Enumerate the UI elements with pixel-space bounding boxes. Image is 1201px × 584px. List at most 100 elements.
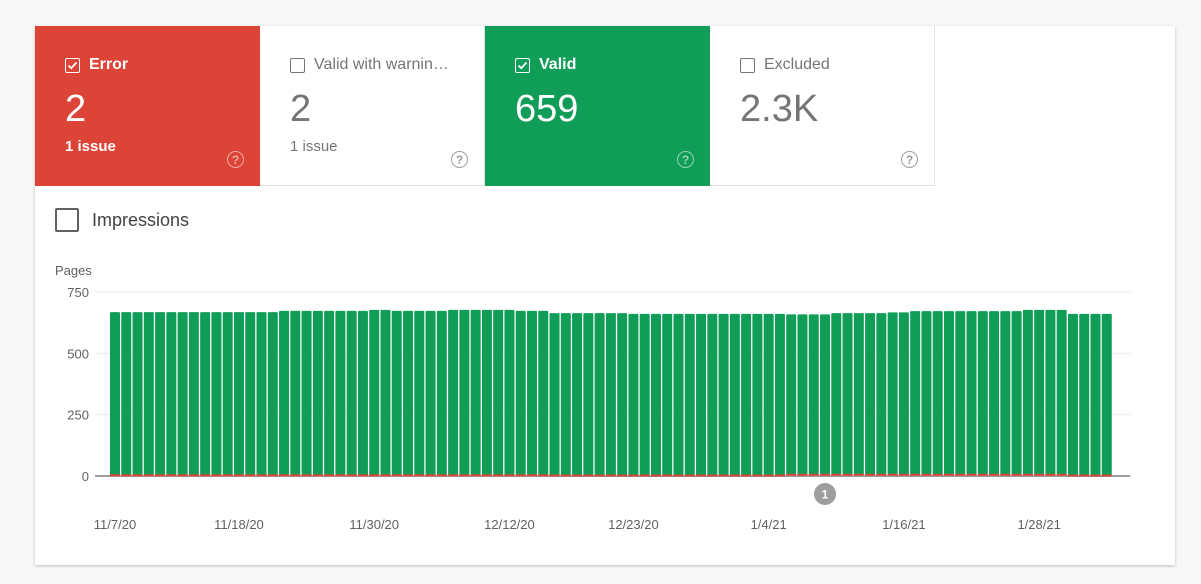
bar-valid [301, 310, 312, 476]
bar-valid [1034, 309, 1045, 475]
bar-valid [233, 312, 244, 476]
bar-error [1022, 473, 1033, 476]
help-icon[interactable]: ? [901, 151, 918, 168]
bar-valid [786, 314, 797, 475]
checkbox-unchecked-icon[interactable] [740, 57, 755, 73]
pages-bar-chart: Pages 0 250 500 750 11/7/20 11/18/20 11/30/20 1… [55, 263, 1130, 532]
checkbox-unchecked-icon[interactable] [290, 57, 305, 73]
bar-valid [357, 310, 368, 476]
bar-valid [515, 310, 526, 476]
bar-error [245, 474, 256, 477]
checkbox-unchecked-icon[interactable] [55, 208, 79, 232]
bar-valid [650, 313, 661, 476]
bar-error [425, 474, 436, 477]
help-icon[interactable]: ? [677, 151, 694, 168]
bar-error [143, 474, 154, 477]
bar-valid [639, 313, 650, 476]
bar-error [741, 474, 752, 477]
bar-valid [549, 313, 560, 476]
bar-valid [414, 310, 425, 476]
bar-error [752, 474, 763, 477]
bar-valid [910, 311, 921, 475]
bar-error [774, 474, 785, 477]
help-icon[interactable]: ? [451, 151, 468, 168]
bar-error [515, 474, 526, 477]
bar-valid [1101, 313, 1112, 476]
tile-valid-with-warnings[interactable]: Valid with warnin… 2 1 issue ? [260, 26, 485, 186]
bar-valid [267, 312, 278, 476]
tile-excluded[interactable]: Excluded 2.3K ? [710, 26, 935, 186]
bar-valid [583, 313, 594, 476]
bar-error [493, 474, 504, 477]
bar-error [1056, 473, 1067, 476]
bar-valid [504, 309, 515, 476]
x-tick-label: 12/23/20 [608, 517, 659, 532]
bar-valid [526, 310, 537, 476]
tile-valid[interactable]: Valid 659 ? [485, 26, 710, 186]
bar-error [594, 474, 605, 477]
bar-valid [538, 310, 549, 476]
bar-error [808, 473, 819, 476]
bar-error [448, 474, 459, 477]
x-tick-label: 1/28/21 [1017, 517, 1060, 532]
bar-valid [211, 312, 222, 476]
bar-error [177, 474, 188, 477]
bar-error [188, 474, 199, 477]
bar-valid [943, 311, 954, 475]
bar-error [605, 474, 616, 477]
bar-error [380, 474, 391, 477]
bar-error [436, 474, 447, 477]
bar-valid [166, 312, 177, 476]
x-tick-label: 11/18/20 [214, 517, 264, 532]
bar-error [842, 473, 853, 476]
tile-value: 2 [290, 88, 312, 130]
bar-error [324, 474, 335, 477]
bar-error [707, 474, 718, 477]
bar-error [155, 474, 166, 477]
checkbox-checked-icon[interactable] [65, 57, 80, 73]
tile-value: 2.3K [740, 88, 819, 130]
tile-issue-count: 1 issue [65, 138, 116, 155]
index-coverage-card: Error 2 1 issue ? Valid with warnin… 2 1… [35, 26, 1175, 565]
bar-valid [662, 313, 673, 476]
bar-valid [865, 313, 876, 475]
checkbox-checked-icon[interactable] [515, 57, 530, 73]
bar-error [222, 474, 233, 477]
help-icon[interactable]: ? [227, 151, 244, 168]
y-tick-label: 250 [67, 408, 89, 423]
x-tick-label: 11/7/20 [94, 517, 136, 532]
tile-label: Valid [539, 56, 577, 73]
bar-valid [729, 313, 740, 476]
bar-valid [177, 312, 188, 476]
bar-valid [1067, 313, 1078, 476]
bar-error [718, 474, 729, 477]
bar-error [662, 474, 673, 477]
bar-error [943, 473, 954, 476]
y-axis-title: Pages [55, 263, 92, 278]
bar-error [876, 473, 887, 476]
bar-error [200, 474, 211, 477]
bar-valid [312, 310, 323, 476]
bar-error [572, 474, 583, 477]
bar-error [786, 473, 797, 476]
bar-valid [752, 313, 763, 476]
bar-valid [369, 309, 380, 476]
bar-error [639, 474, 650, 477]
bar-error [391, 474, 402, 477]
x-tick-label: 11/30/20 [349, 517, 399, 532]
bar-error [481, 474, 492, 477]
bar-error [335, 474, 346, 477]
bar-error [910, 473, 921, 476]
annotation-marker[interactable] [814, 483, 837, 505]
bar-error [233, 474, 244, 477]
bar-valid [1022, 309, 1033, 475]
bar-valid [808, 314, 819, 475]
bar-error [1000, 473, 1011, 476]
bar-valid [673, 313, 684, 476]
impressions-toggle[interactable]: Impressions [55, 208, 189, 232]
bar-valid [594, 313, 605, 476]
bar-error [414, 474, 425, 477]
bar-error [628, 474, 639, 477]
tile-error[interactable]: Error 2 1 issue ? [35, 26, 260, 186]
bar-valid [380, 309, 391, 476]
